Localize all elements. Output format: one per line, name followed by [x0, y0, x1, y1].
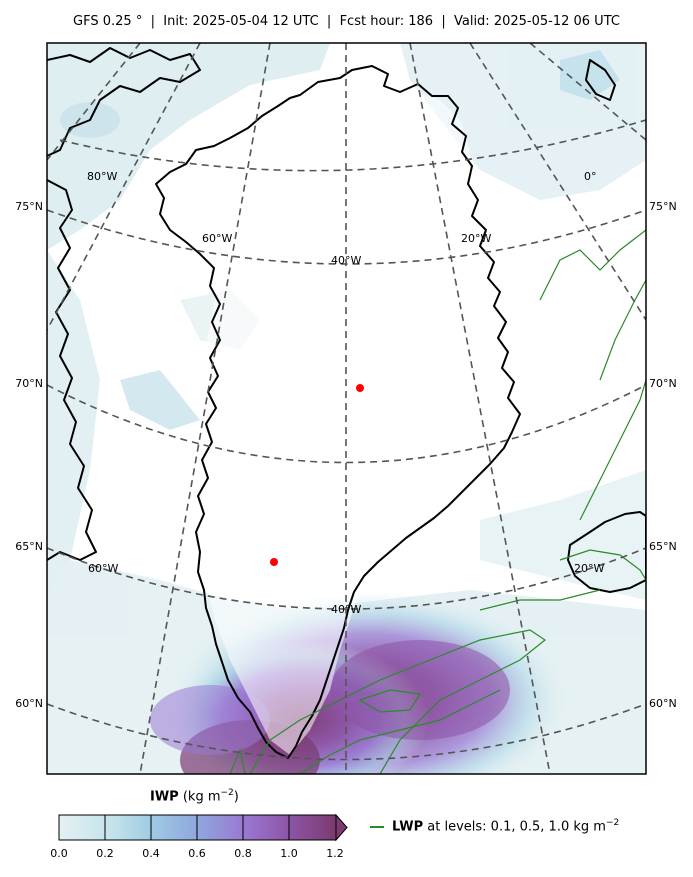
iceland-coastline — [567, 511, 646, 593]
colorbar-units-exponent: −2 — [220, 788, 234, 798]
colorbar-tick: 1.0 — [280, 847, 298, 860]
colorbar-tick: 0.4 — [142, 847, 160, 860]
parallel-60n — [47, 703, 646, 761]
colorbar-variable: IWP — [150, 789, 179, 805]
parallel-65n — [47, 547, 646, 610]
lwp-legend-variable: LWP — [392, 819, 424, 835]
lon-label-60w-bottom: 60°W — [88, 562, 118, 575]
meridian-60w — [139, 43, 271, 774]
station-markers — [270, 384, 364, 566]
lwp-legend-text: at levels: 0.1, 0.5, 1.0 kg m — [423, 819, 606, 835]
lon-label-80w: 80°W — [87, 170, 117, 183]
greenland-land — [160, 70, 520, 755]
coastlines — [47, 47, 646, 759]
map-title: GFS 0.25 ° | Init: 2025-05-04 12 UTC | F… — [73, 14, 620, 29]
lon-label-60w-top: 60°W — [202, 232, 232, 245]
lat-label-right-75n: 75°N — [649, 200, 677, 213]
map-frame — [46, 42, 647, 775]
latitude-labels: 75°N 70°N 65°N 60°N 75°N 70°N 65°N 60°N — [15, 200, 676, 710]
greenland-coastline — [155, 65, 521, 759]
colorbar-units-close: ) — [233, 789, 239, 805]
lon-label-0: 0° — [584, 170, 597, 183]
meridian-20e — [529, 43, 646, 141]
colorbar-tick: 0.6 — [188, 847, 206, 860]
colorbar-units: (kg m — [182, 789, 221, 805]
colorbar-tick: 1.2 — [326, 847, 344, 860]
colorbar-title: IWP (kg m−2) — [150, 788, 239, 804]
colorbar-tick: 0.0 — [50, 847, 68, 860]
lon-label-40w-top: 40°W — [331, 254, 361, 267]
colorbar-tick: 0.8 — [234, 847, 252, 860]
lat-label-left-60n: 60°N — [15, 697, 43, 710]
lwp-legend: LWP at levels: 0.1, 0.5, 1.0 kg m−2 — [370, 818, 619, 834]
ellesmere-coastline — [47, 47, 201, 157]
lwp-contours — [229, 229, 646, 774]
baffin-coastline — [47, 179, 97, 561]
lwp-legend-exponent: −2 — [605, 818, 620, 828]
colorbar-extend-arrow — [335, 813, 348, 842]
colorbar — [58, 813, 348, 842]
meridian-80w — [47, 43, 201, 331]
meridian-0 — [469, 43, 646, 321]
lat-label-left-75n: 75°N — [15, 200, 43, 213]
station-marker — [356, 384, 364, 392]
longitude-labels: 80°W 60°W 40°W 20°W 0° 60°W 40°W 20°W — [87, 170, 604, 616]
meridian-100w — [47, 43, 141, 161]
meridian-20w — [409, 43, 551, 774]
lat-label-right-65n: 65°N — [649, 540, 677, 553]
parallel-80n — [59, 119, 646, 172]
lwp-legend-swatch — [370, 825, 384, 828]
station-marker — [270, 558, 278, 566]
lon-label-20w-top: 20°W — [461, 232, 491, 245]
lat-label-right-60n: 60°N — [649, 697, 677, 710]
svalbard-coastline — [585, 59, 616, 101]
graticule — [47, 43, 646, 774]
lat-label-left-70n: 70°N — [15, 377, 43, 390]
lon-label-40w-bottom: 40°W — [331, 603, 361, 616]
lat-label-right-70n: 70°N — [649, 377, 677, 390]
lat-label-left-65n: 65°N — [15, 540, 43, 553]
colorbar-dividers — [104, 815, 290, 840]
parallel-70n — [47, 384, 646, 464]
lon-label-20w-bottom: 20°W — [574, 562, 604, 575]
colorbar-tick: 0.2 — [96, 847, 114, 860]
